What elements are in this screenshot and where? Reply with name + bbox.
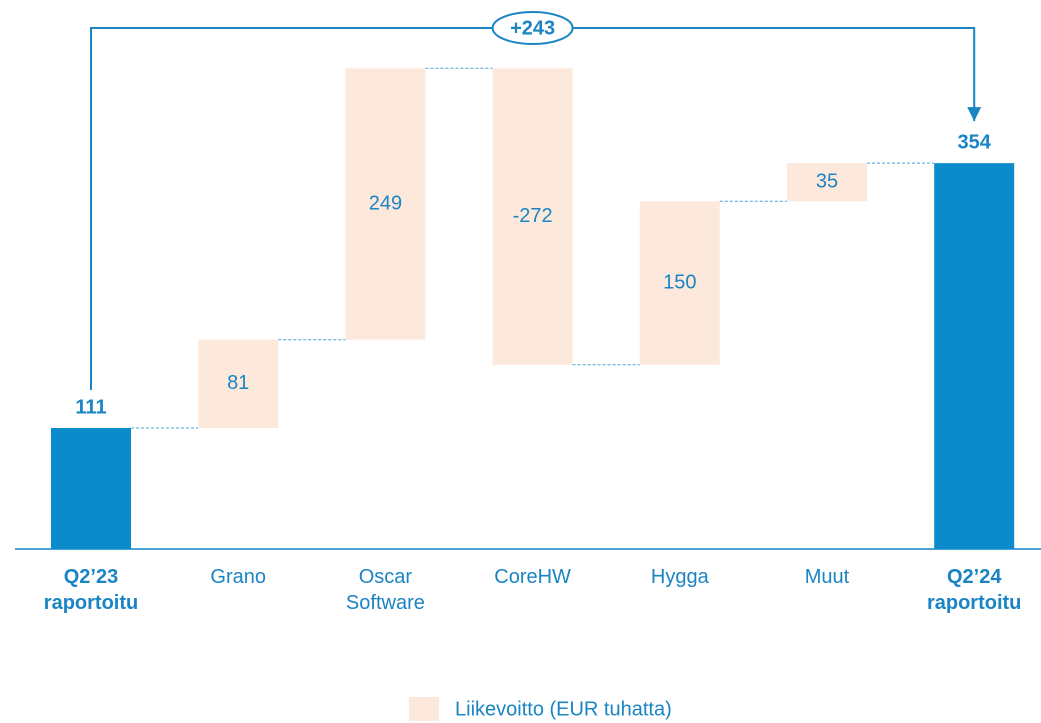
value-label: -272: [513, 205, 553, 227]
x-tick-label: Q2’23 raportoitu: [44, 566, 138, 614]
annotation-box: [491, 11, 574, 45]
bar: [198, 339, 279, 429]
x-tick-label: CoreHW: [494, 566, 571, 588]
arrow-head: [967, 107, 982, 122]
bar: [51, 428, 131, 549]
value-label: 35: [816, 170, 838, 192]
value-label: 81: [227, 372, 249, 394]
bar: [934, 163, 1015, 549]
x-tick-label: Muut: [805, 566, 850, 588]
annotation: +243: [510, 17, 555, 39]
x-tick-label: Q2’24 raportoitu: [927, 566, 1021, 614]
bar: [639, 201, 720, 365]
value-label: 354: [958, 131, 992, 153]
value-label: 111: [75, 396, 106, 418]
bar: [345, 68, 426, 340]
value-label: 150: [663, 271, 696, 293]
bar: [787, 163, 867, 202]
bar: [492, 68, 573, 365]
x-tick-label: Oscar Software: [346, 566, 425, 614]
x-tick-label: Grano: [210, 566, 266, 588]
legend-swatch: [409, 697, 439, 721]
value-label: 249: [369, 192, 402, 214]
legend-label: Liikevoitto (EUR tuhatta): [455, 698, 672, 720]
x-tick-label: Hygga: [651, 566, 710, 588]
